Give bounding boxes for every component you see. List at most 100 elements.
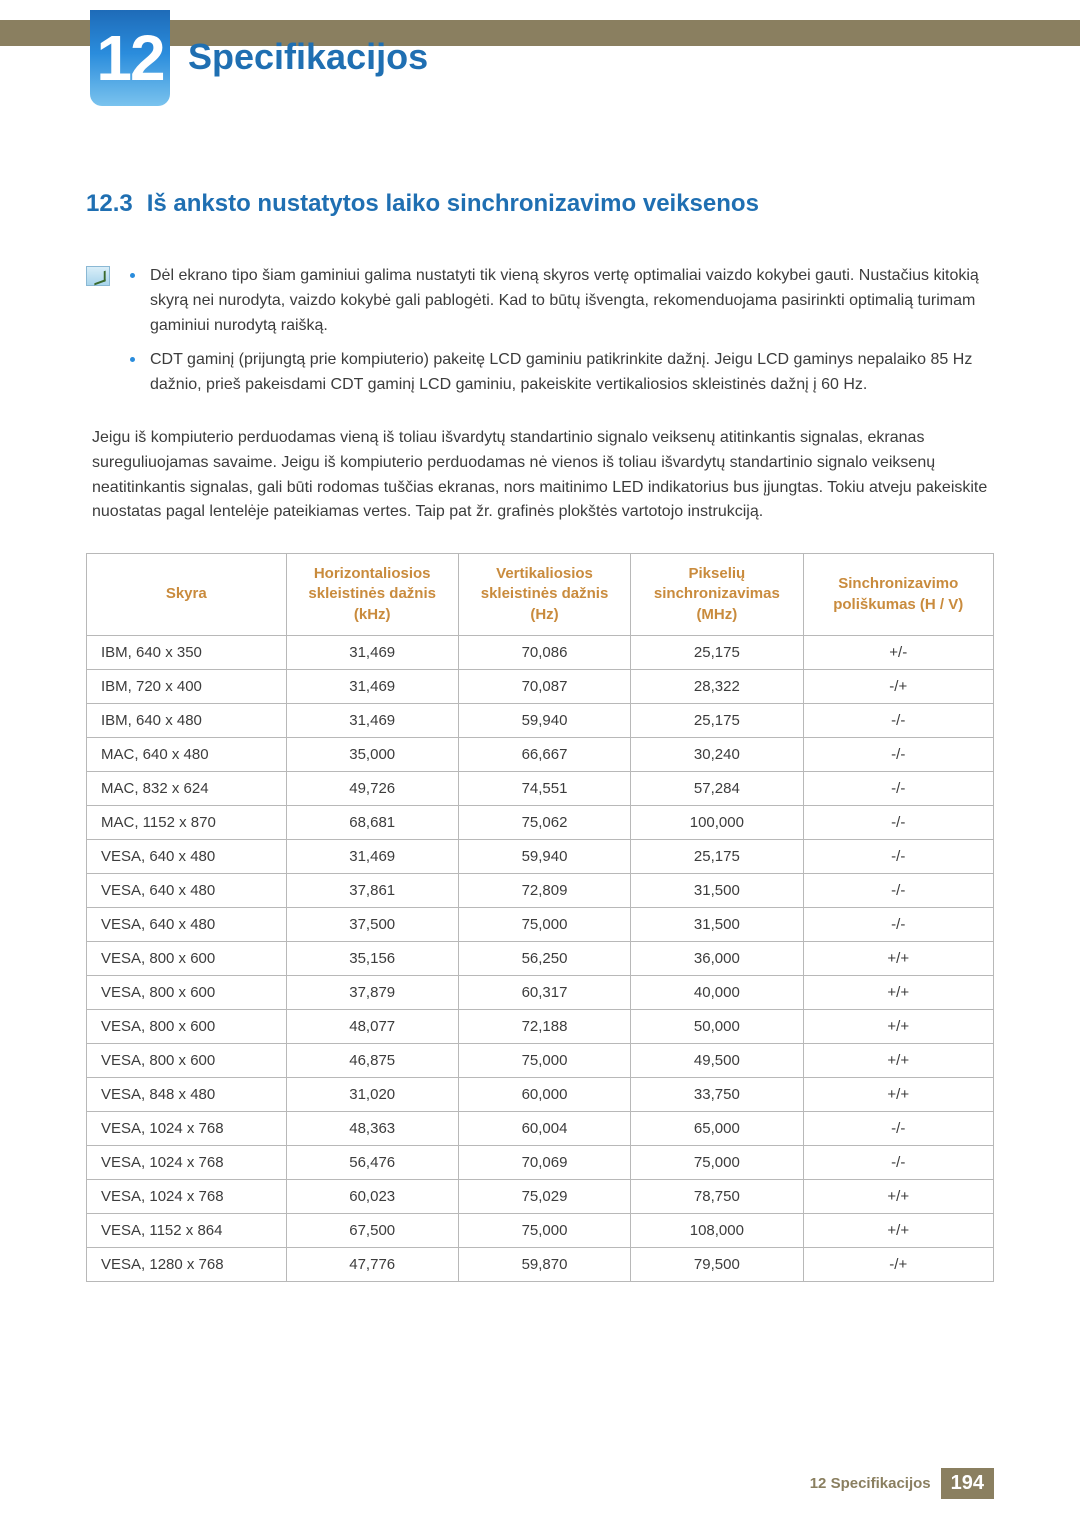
- table-cell: 28,322: [631, 669, 803, 703]
- table-cell: -/-: [803, 703, 993, 737]
- table-cell: 46,875: [286, 1043, 458, 1077]
- table-cell: 67,500: [286, 1213, 458, 1247]
- table-cell: 35,156: [286, 941, 458, 975]
- table-cell: MAC, 832 x 624: [87, 771, 287, 805]
- table-cell: VESA, 848 x 480: [87, 1077, 287, 1111]
- table-cell: 25,175: [631, 703, 803, 737]
- table-cell: 25,175: [631, 635, 803, 669]
- table-cell: 30,240: [631, 737, 803, 771]
- table-cell: 60,004: [458, 1111, 630, 1145]
- table-cell: 31,469: [286, 839, 458, 873]
- note-item: CDT gaminį (prijungtą prie kompiuterio) …: [124, 348, 994, 398]
- table-cell: 60,317: [458, 975, 630, 1009]
- table-cell: -/-: [803, 873, 993, 907]
- table-cell: 108,000: [631, 1213, 803, 1247]
- table-cell: 49,726: [286, 771, 458, 805]
- table-cell: 78,750: [631, 1179, 803, 1213]
- table-cell: VESA, 1024 x 768: [87, 1179, 287, 1213]
- table-cell: 59,870: [458, 1247, 630, 1281]
- table-cell: 65,000: [631, 1111, 803, 1145]
- table-cell: 37,500: [286, 907, 458, 941]
- table-cell: VESA, 800 x 600: [87, 975, 287, 1009]
- table-cell: 70,086: [458, 635, 630, 669]
- table-cell: IBM, 640 x 480: [87, 703, 287, 737]
- table-cell: VESA, 1024 x 768: [87, 1145, 287, 1179]
- table-cell: 75,000: [631, 1145, 803, 1179]
- table-cell: 59,940: [458, 839, 630, 873]
- table-column-header: Sinchronizavimo poliškumas (H / V): [803, 554, 993, 636]
- table-row: IBM, 640 x 48031,46959,94025,175-/-: [87, 703, 994, 737]
- table-row: VESA, 848 x 48031,02060,00033,750+/+: [87, 1077, 994, 1111]
- table-cell: IBM, 720 x 400: [87, 669, 287, 703]
- table-cell: 70,087: [458, 669, 630, 703]
- table-cell: +/+: [803, 1009, 993, 1043]
- table-cell: +/+: [803, 1077, 993, 1111]
- table-row: VESA, 1280 x 76847,77659,87079,500-/+: [87, 1247, 994, 1281]
- table-header: SkyraHorizontaliosios skleistinės dažnis…: [87, 554, 994, 636]
- table-row: VESA, 1152 x 86467,50075,000108,000+/+: [87, 1213, 994, 1247]
- table-cell: 74,551: [458, 771, 630, 805]
- table-cell: -/-: [803, 1145, 993, 1179]
- table-row: VESA, 640 x 48037,50075,00031,500-/-: [87, 907, 994, 941]
- table-cell: -/-: [803, 805, 993, 839]
- table-cell: 37,879: [286, 975, 458, 1009]
- table-cell: 50,000: [631, 1009, 803, 1043]
- table-cell: 40,000: [631, 975, 803, 1009]
- table-cell: 75,000: [458, 1213, 630, 1247]
- table-cell: VESA, 1152 x 864: [87, 1213, 287, 1247]
- table-row: IBM, 720 x 40031,46970,08728,322-/+: [87, 669, 994, 703]
- table-column-header: Vertikaliosios skleistinės dažnis (Hz): [458, 554, 630, 636]
- table-cell: -/-: [803, 839, 993, 873]
- table-cell: MAC, 640 x 480: [87, 737, 287, 771]
- table-cell: 79,500: [631, 1247, 803, 1281]
- table-cell: -/-: [803, 1111, 993, 1145]
- table-cell: 75,029: [458, 1179, 630, 1213]
- table-cell: 75,000: [458, 907, 630, 941]
- table-cell: 70,069: [458, 1145, 630, 1179]
- section-number: 12.3: [86, 190, 133, 218]
- table-header-row: SkyraHorizontaliosios skleistinės dažnis…: [87, 554, 994, 636]
- table-row: VESA, 800 x 60035,15656,25036,000+/+: [87, 941, 994, 975]
- table-row: VESA, 1024 x 76848,36360,00465,000-/-: [87, 1111, 994, 1145]
- table-cell: 31,500: [631, 907, 803, 941]
- table-cell: 68,681: [286, 805, 458, 839]
- table-cell: VESA, 1024 x 768: [87, 1111, 287, 1145]
- table-cell: +/+: [803, 1179, 993, 1213]
- footer-page-number: 194: [941, 1468, 994, 1499]
- table-cell: 75,000: [458, 1043, 630, 1077]
- table-cell: VESA, 640 x 480: [87, 907, 287, 941]
- table-row: MAC, 640 x 48035,00066,66730,240-/-: [87, 737, 994, 771]
- table-cell: -/+: [803, 1247, 993, 1281]
- table-row: VESA, 800 x 60046,87575,00049,500+/+: [87, 1043, 994, 1077]
- note-item: Dėl ekrano tipo šiam gaminiui galima nus…: [124, 264, 994, 338]
- table-row: VESA, 1024 x 76860,02375,02978,750+/+: [87, 1179, 994, 1213]
- table-cell: +/+: [803, 1213, 993, 1247]
- table-cell: 72,188: [458, 1009, 630, 1043]
- table-cell: 35,000: [286, 737, 458, 771]
- table-cell: 47,776: [286, 1247, 458, 1281]
- table-cell: 37,861: [286, 873, 458, 907]
- table-row: VESA, 1024 x 76856,47670,06975,000-/-: [87, 1145, 994, 1179]
- table-cell: 75,062: [458, 805, 630, 839]
- table-cell: 60,000: [458, 1077, 630, 1111]
- page-content: 12.3 Iš anksto nustatytos laiko sinchron…: [86, 190, 994, 1282]
- footer-label: 12 Specifikacijos: [810, 1475, 931, 1492]
- timing-table: SkyraHorizontaliosios skleistinės dažnis…: [86, 553, 994, 1282]
- table-cell: 31,020: [286, 1077, 458, 1111]
- table-column-header: Pikselių sinchronizavimas (MHz): [631, 554, 803, 636]
- table-row: IBM, 640 x 35031,46970,08625,175+/-: [87, 635, 994, 669]
- table-cell: 72,809: [458, 873, 630, 907]
- table-row: VESA, 640 x 48031,46959,94025,175-/-: [87, 839, 994, 873]
- chapter-title: Specifikacijos: [188, 36, 428, 78]
- table-cell: 31,469: [286, 703, 458, 737]
- table-cell: +/+: [803, 975, 993, 1009]
- body-paragraph: Jeigu iš kompiuterio perduodamas vieną i…: [86, 426, 994, 525]
- table-row: VESA, 800 x 60037,87960,31740,000+/+: [87, 975, 994, 1009]
- table-cell: 56,250: [458, 941, 630, 975]
- table-body: IBM, 640 x 35031,46970,08625,175+/-IBM, …: [87, 635, 994, 1281]
- table-cell: 49,500: [631, 1043, 803, 1077]
- table-row: VESA, 800 x 60048,07772,18850,000+/+: [87, 1009, 994, 1043]
- table-cell: 33,750: [631, 1077, 803, 1111]
- page-footer: 12 Specifikacijos 194: [810, 1468, 994, 1499]
- table-column-header: Horizontaliosios skleistinės dažnis (kHz…: [286, 554, 458, 636]
